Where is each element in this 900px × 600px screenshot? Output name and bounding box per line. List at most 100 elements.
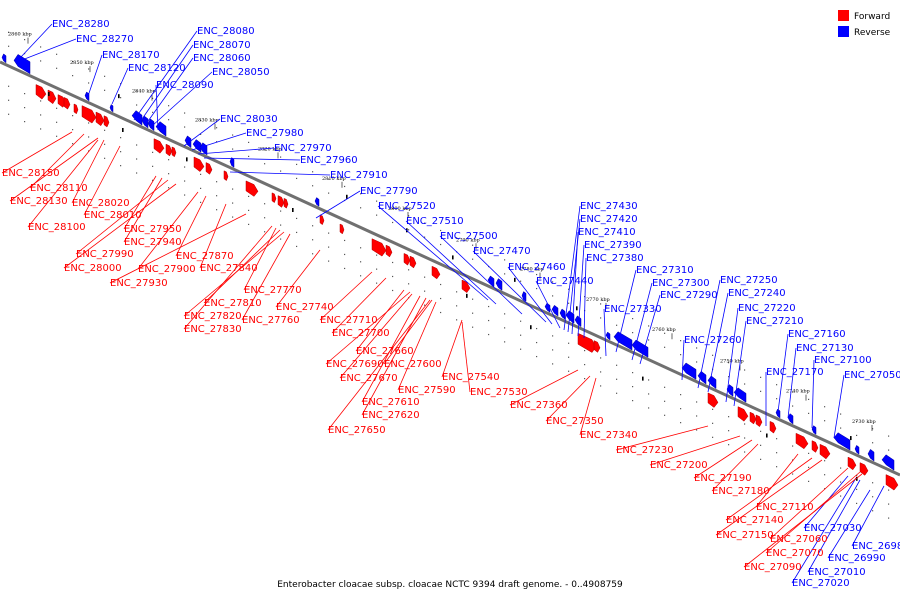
leader-line [743,473,863,568]
reverse-gene [131,110,143,126]
leader-line [19,23,53,59]
gene-label: ENC_27220 [738,303,796,314]
legend-reverse-swatch [838,26,849,37]
track-dot [392,221,394,224]
track-dot [584,377,586,380]
track-dot [456,319,458,321]
reverse-gene [559,308,566,320]
forward-gene [577,332,597,353]
track-dot [888,517,890,519]
track-dot [568,370,570,372]
track-dot [360,193,362,195]
track-dot [616,392,618,394]
track-dot [680,340,682,342]
forward-gene [81,105,97,124]
gene-label: ENC_28000 [64,263,122,274]
minor-feature [452,255,454,260]
minor-feature [850,436,852,441]
gene-label: ENC_27460 [508,262,566,273]
forward-gene [859,462,869,476]
track-dot [456,291,458,293]
track-dot [88,136,90,138]
gene-label: ENC_28130 [10,196,68,207]
track-dot [776,452,778,454]
track-dot [472,244,474,246]
track-dot [440,243,442,246]
forward-gene [885,474,899,491]
track-dot [888,449,890,451]
leader-line [21,38,77,61]
gene-label: ENC_27970 [274,143,332,154]
reverse-gene [551,304,559,317]
track-dot [200,119,202,121]
leader-line [571,231,579,335]
leader-line [649,435,741,466]
forward-gene [171,146,177,158]
track-dot [24,121,26,123]
gene-label: ENC_27430 [580,201,638,212]
track-dot [520,266,522,268]
track-dot [408,269,410,271]
track-dot [488,251,490,254]
track-dot [472,326,474,328]
track-dot [152,165,154,167]
reverse-genes [1,53,895,471]
track-dot [392,261,394,264]
gene-label: ENC_27700 [332,328,390,339]
track-dot [488,319,490,322]
track-dot [600,371,602,373]
forward-gene [371,238,387,257]
gene-label: ENC_27820 [184,311,242,322]
track-dot [136,144,138,146]
gene-label: ENC_28030 [220,114,278,125]
track-dot [56,121,58,123]
gene-label: ENC_27650 [328,425,386,436]
track-dot [744,423,746,425]
track-dot [616,310,618,312]
track-dot [712,436,714,438]
track-dot [360,261,362,263]
track-dots [8,31,890,519]
track-dot [8,85,10,87]
track-dot [728,430,730,432]
track-dot [424,290,426,292]
track-dot [8,99,10,101]
leader-line [441,319,463,378]
gene-label: ENC_28150 [2,168,60,179]
reverse-gene [881,454,895,471]
gene-label: ENC_28060 [193,53,251,64]
track-dot [72,143,74,145]
leader-line [733,320,747,407]
track-dot [808,398,810,400]
gene-label: ENC_27190 [694,473,752,484]
track-dot [808,466,810,468]
reverse-gene [1,53,7,64]
track-dot [424,276,426,278]
track-dot [280,224,282,226]
tick-label: 2830 kbp [195,117,219,123]
reverse-gene [109,104,114,113]
track-dot [88,68,90,70]
track-dot [344,253,346,256]
track-dot [616,324,618,326]
leader-line [137,191,199,270]
gene-label: ENC_27960 [300,155,358,166]
forward-gene [593,340,601,353]
reverse-gene [192,139,202,153]
leader-line [183,118,221,147]
track-dot [328,246,330,248]
reverse-gene [84,91,90,102]
leader-line [83,145,121,216]
leader-line [725,307,739,403]
leader-line [535,280,561,329]
track-dot [760,390,762,392]
leader-line [639,294,661,365]
leader-line [139,44,194,123]
track-dot [312,253,314,255]
track-dot [56,135,58,137]
gene-label: ENC_28120 [128,63,186,74]
track-dot [664,332,666,334]
track-dot [40,128,42,130]
leader-line [693,439,753,479]
forward-gene [165,143,173,157]
